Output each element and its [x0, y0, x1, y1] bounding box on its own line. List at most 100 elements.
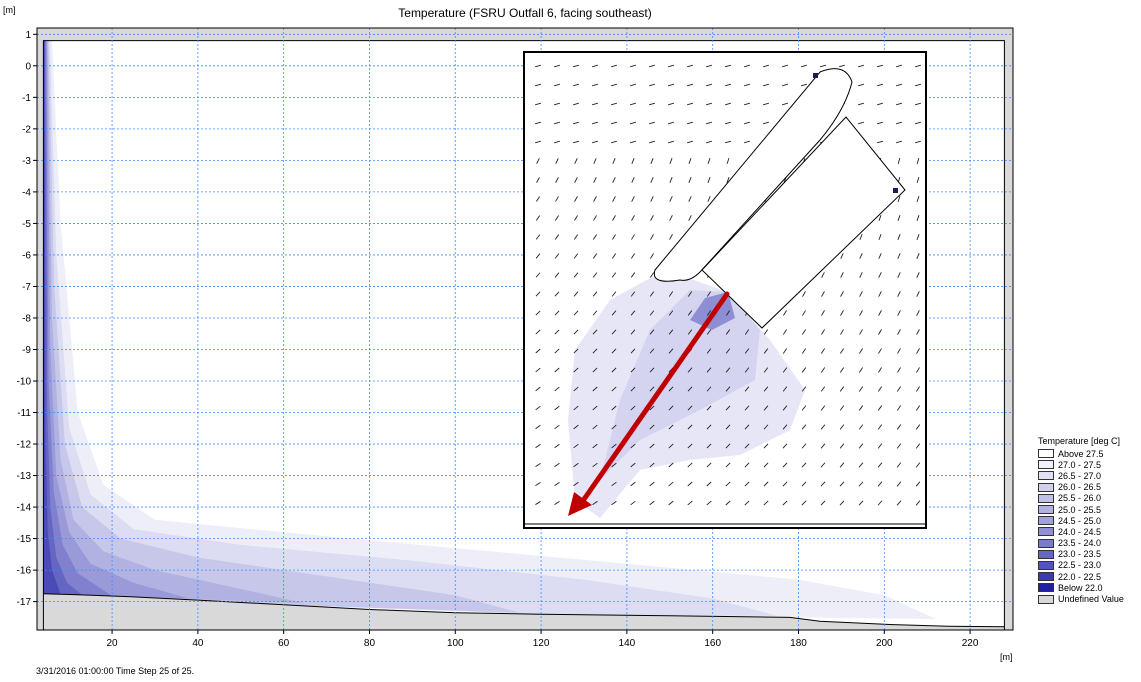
flow-vector	[916, 176, 920, 184]
flow-vector	[573, 462, 579, 468]
flow-vector	[859, 253, 863, 259]
flow-vector	[838, 64, 846, 68]
flow-vector	[802, 310, 806, 316]
flow-vector	[897, 253, 901, 259]
flow-vector	[782, 405, 788, 411]
flow-vector	[536, 177, 540, 183]
flow-vector	[821, 291, 825, 297]
legend-swatch	[1038, 538, 1054, 548]
flow-vector	[762, 121, 770, 125]
flow-vector	[705, 102, 713, 106]
legend-swatch	[1038, 460, 1054, 470]
flow-vector	[706, 348, 712, 354]
x-tick-label: 200	[876, 638, 893, 649]
flow-vector	[801, 481, 807, 487]
flow-vector	[744, 443, 750, 449]
flow-vector	[782, 443, 788, 449]
flow-vector	[820, 386, 826, 392]
flow-vector	[725, 310, 731, 316]
flow-vector	[916, 348, 920, 354]
flow-vector	[782, 329, 788, 335]
flow-vector	[630, 291, 636, 297]
flow-vector	[631, 177, 635, 183]
flow-vector	[878, 272, 882, 278]
flow-vector	[706, 367, 712, 373]
flow-vector	[650, 196, 654, 202]
flow-vector	[915, 462, 921, 468]
flow-vector	[554, 481, 560, 487]
fsru-vessel	[653, 68, 853, 282]
flow-vector	[876, 102, 884, 106]
flow-vector	[593, 177, 597, 183]
flow-vector	[629, 83, 637, 87]
flow-vector	[611, 386, 617, 392]
flow-vector	[839, 443, 845, 449]
flow-vector	[820, 424, 826, 430]
flow-vector	[896, 462, 902, 468]
flow-vector	[668, 462, 674, 468]
flow-vector	[648, 64, 656, 68]
flow-vector	[858, 443, 864, 449]
x-tick-label: 60	[278, 638, 290, 649]
x-tick-label: 20	[107, 638, 119, 649]
flow-vector	[744, 500, 750, 506]
flow-vector	[763, 386, 769, 392]
flow-vector	[535, 253, 541, 259]
flow-vector	[610, 121, 618, 125]
flow-vector	[857, 64, 865, 68]
flow-vector	[725, 386, 731, 392]
flow-vector	[611, 272, 617, 278]
flow-vector	[650, 253, 654, 259]
flow-vector	[706, 405, 712, 411]
flow-vector	[687, 462, 693, 468]
flow-vector	[857, 83, 865, 87]
flow-vector	[744, 405, 750, 411]
y-tick-label: -16	[17, 566, 32, 577]
flow-vector	[592, 462, 598, 468]
flow-vector	[896, 386, 902, 392]
flow-vector	[801, 443, 807, 449]
flow-vector	[762, 64, 770, 68]
seabed-line	[43, 593, 1005, 628]
flow-vector	[763, 367, 769, 373]
flow-vector	[895, 140, 903, 144]
flow-vector	[801, 348, 807, 354]
flow-vector	[535, 291, 541, 297]
flow-vector	[859, 272, 863, 278]
flow-vector	[630, 405, 636, 411]
flow-vector	[649, 291, 655, 297]
flow-vector	[896, 405, 902, 411]
flow-vector	[877, 462, 883, 468]
flow-vector	[725, 424, 731, 430]
y-tick-label: -10	[17, 377, 32, 388]
flow-vector	[612, 158, 616, 164]
flow-vector	[649, 367, 655, 373]
flow-vector	[535, 501, 541, 505]
flow-vector	[534, 64, 542, 68]
flow-vector	[840, 253, 844, 259]
flow-vector	[534, 102, 542, 106]
flow-vector	[705, 121, 713, 125]
y-axis-ticks: 1 0 -1 -2 -3 -4 -5 -6 -7 -8 -9 -10 -11 -12 -13 -14 -15 -1…	[17, 30, 37, 608]
flow-vector	[914, 102, 922, 106]
flow-vector	[916, 253, 920, 259]
flow-vector	[744, 462, 750, 468]
flow-vector	[649, 348, 655, 354]
flow-vector	[876, 140, 884, 144]
flow-vector	[554, 234, 560, 240]
y-tick-label: -7	[22, 282, 31, 293]
legend-label: 22.0 - 22.5	[1058, 571, 1102, 582]
flow-vector	[630, 310, 636, 316]
y-axis-unit: [m]	[3, 5, 16, 15]
flow-vector	[895, 102, 903, 106]
flow-vector	[782, 386, 788, 392]
flow-vector	[592, 405, 598, 411]
flow-vector	[743, 140, 751, 144]
flow-vector	[821, 329, 825, 335]
legend-entry: Undefined Value	[1038, 593, 1140, 604]
legend-label: 25.5 - 26.0	[1058, 493, 1102, 504]
flow-vector	[858, 462, 864, 468]
x-tick-label: 40	[192, 638, 204, 649]
flow-vector	[668, 329, 674, 335]
flow-vector	[820, 405, 826, 411]
